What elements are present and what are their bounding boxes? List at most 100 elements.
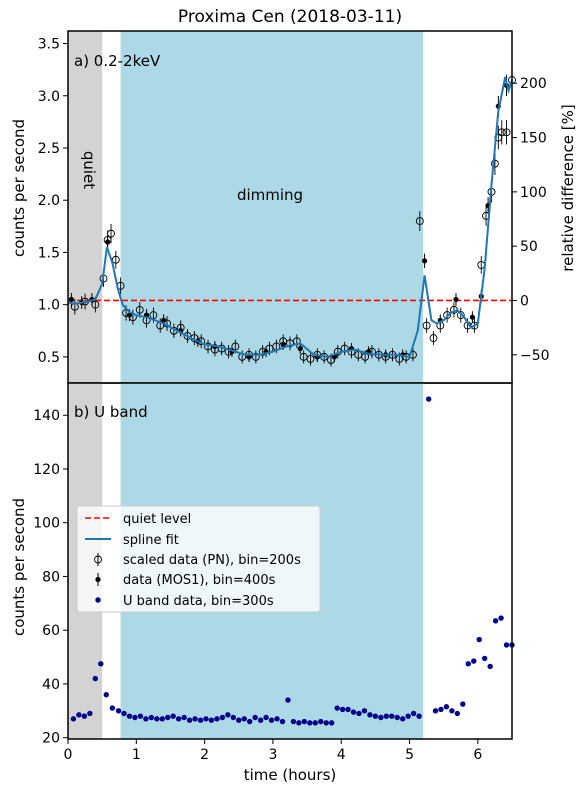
u-band-point	[121, 710, 127, 717]
mos1-point	[280, 341, 286, 347]
panel-a-y2tick-label: 0	[520, 293, 529, 309]
pn-point	[490, 159, 499, 168]
u-band-point	[225, 712, 231, 718]
panel-b-ytick-label: 80	[42, 569, 60, 585]
u-band-point	[345, 706, 351, 713]
u-band-point	[92, 675, 99, 682]
u-band-point	[425, 396, 432, 402]
panel-a-ylabel: counts per second	[10, 119, 28, 257]
u-band-point	[197, 717, 204, 723]
u-band-point	[236, 717, 242, 723]
u-band-point	[203, 716, 209, 722]
u-band-point	[159, 716, 165, 722]
x-axis-label: time (hours)	[244, 766, 337, 784]
u-band-point	[312, 720, 318, 726]
u-band-point	[230, 714, 237, 721]
legend-entry: scaled data (PN), bin=200s	[123, 553, 301, 568]
panel-b-ytick-label: 20	[42, 731, 60, 747]
u-band-point	[241, 716, 247, 722]
u-band-point	[268, 717, 275, 723]
x-tick-label: 3	[268, 747, 277, 763]
panel-b-frame	[67, 382, 513, 740]
mos1-point	[421, 258, 428, 264]
u-band-point	[81, 713, 88, 719]
u-band-point	[274, 716, 280, 722]
spline-fit-line	[67, 76, 513, 359]
u-band-point	[307, 720, 313, 726]
panel-a-ytick-label: 1.0	[38, 298, 60, 314]
u-band-point	[186, 717, 193, 723]
legend-entry: quiet level	[123, 512, 191, 527]
u-band-point	[214, 716, 220, 722]
u-band-point	[143, 716, 149, 722]
u-band-point	[301, 718, 308, 725]
u-band-point	[87, 710, 93, 717]
legend-mos1-swatch	[95, 576, 101, 583]
legend-box	[76, 505, 321, 613]
panel-b-ytick-label: 60	[42, 623, 60, 639]
panel-b-label: b) U band	[74, 403, 148, 421]
panel-a-ytick-label: 0.5	[38, 350, 60, 366]
u-band-point	[471, 658, 477, 664]
mos1-point	[297, 345, 303, 352]
u-band-point	[410, 710, 417, 717]
dimming-region	[120, 31, 424, 383]
u-band-point	[290, 718, 297, 725]
u-band-point	[334, 705, 340, 711]
pn-point	[456, 311, 465, 320]
x-tick-label: 5	[405, 747, 414, 763]
panel-b-ytick-label: 140	[33, 408, 60, 424]
mos1-point	[453, 296, 459, 303]
u-band-point	[148, 714, 155, 721]
u-band-point	[279, 718, 286, 725]
u-band-point	[170, 713, 176, 719]
u-band-point	[476, 636, 482, 643]
u-band-point	[416, 713, 422, 719]
u-band-point	[328, 720, 335, 726]
panel-a-y2tick-label: 200	[520, 76, 547, 92]
panel-b-ytick-label: 40	[42, 677, 60, 693]
u-band-point	[361, 708, 368, 714]
u-band-point	[438, 706, 444, 713]
u-band-point	[219, 714, 226, 721]
panel-a-y2tick-label: 100	[520, 185, 547, 201]
u-band-point	[165, 714, 171, 721]
pn-point	[135, 305, 144, 314]
u-band-point	[103, 691, 109, 698]
pn-point	[429, 334, 438, 343]
u-band-point	[109, 705, 116, 711]
panel-b-ylabel: counts per second	[10, 498, 28, 636]
panel-a-y2tick-label: −50	[520, 348, 550, 364]
pn-point	[415, 217, 424, 226]
u-band-point	[323, 720, 329, 726]
chart-title: Proxima Cen (2018-03-11)	[178, 7, 402, 27]
pn-point	[107, 229, 115, 238]
u-band-point	[98, 661, 104, 667]
u-band-point	[389, 713, 395, 719]
u-band-point	[318, 718, 324, 725]
u-band-point	[132, 714, 138, 721]
u-band-point	[181, 714, 187, 721]
pn-point	[422, 321, 431, 330]
u-band-point	[339, 706, 346, 713]
u-band-point	[137, 713, 144, 719]
panel-a-ytick-label: 2.5	[38, 141, 60, 157]
u-band-point	[383, 713, 390, 719]
u-band-point	[296, 720, 302, 726]
u-band-point	[285, 697, 291, 703]
pn-point	[443, 311, 452, 320]
panel-a-y2tick-label: 50	[520, 239, 538, 255]
legend-uband-swatch	[95, 597, 101, 603]
legend-entry: data (MOS1), bin=400s	[123, 573, 276, 588]
u-band-point	[443, 704, 450, 710]
u-band-point	[154, 716, 160, 722]
u-band-point	[208, 717, 215, 723]
legend-entry: U band data, bin=300s	[123, 594, 274, 609]
quiet-region	[68, 31, 103, 383]
x-axis: 0 1 2 3 4 5 6	[64, 739, 482, 763]
x-tick-label: 0	[64, 747, 73, 763]
u-band-point	[378, 714, 384, 721]
u-band-point	[432, 708, 439, 714]
u-band-point	[126, 713, 133, 719]
